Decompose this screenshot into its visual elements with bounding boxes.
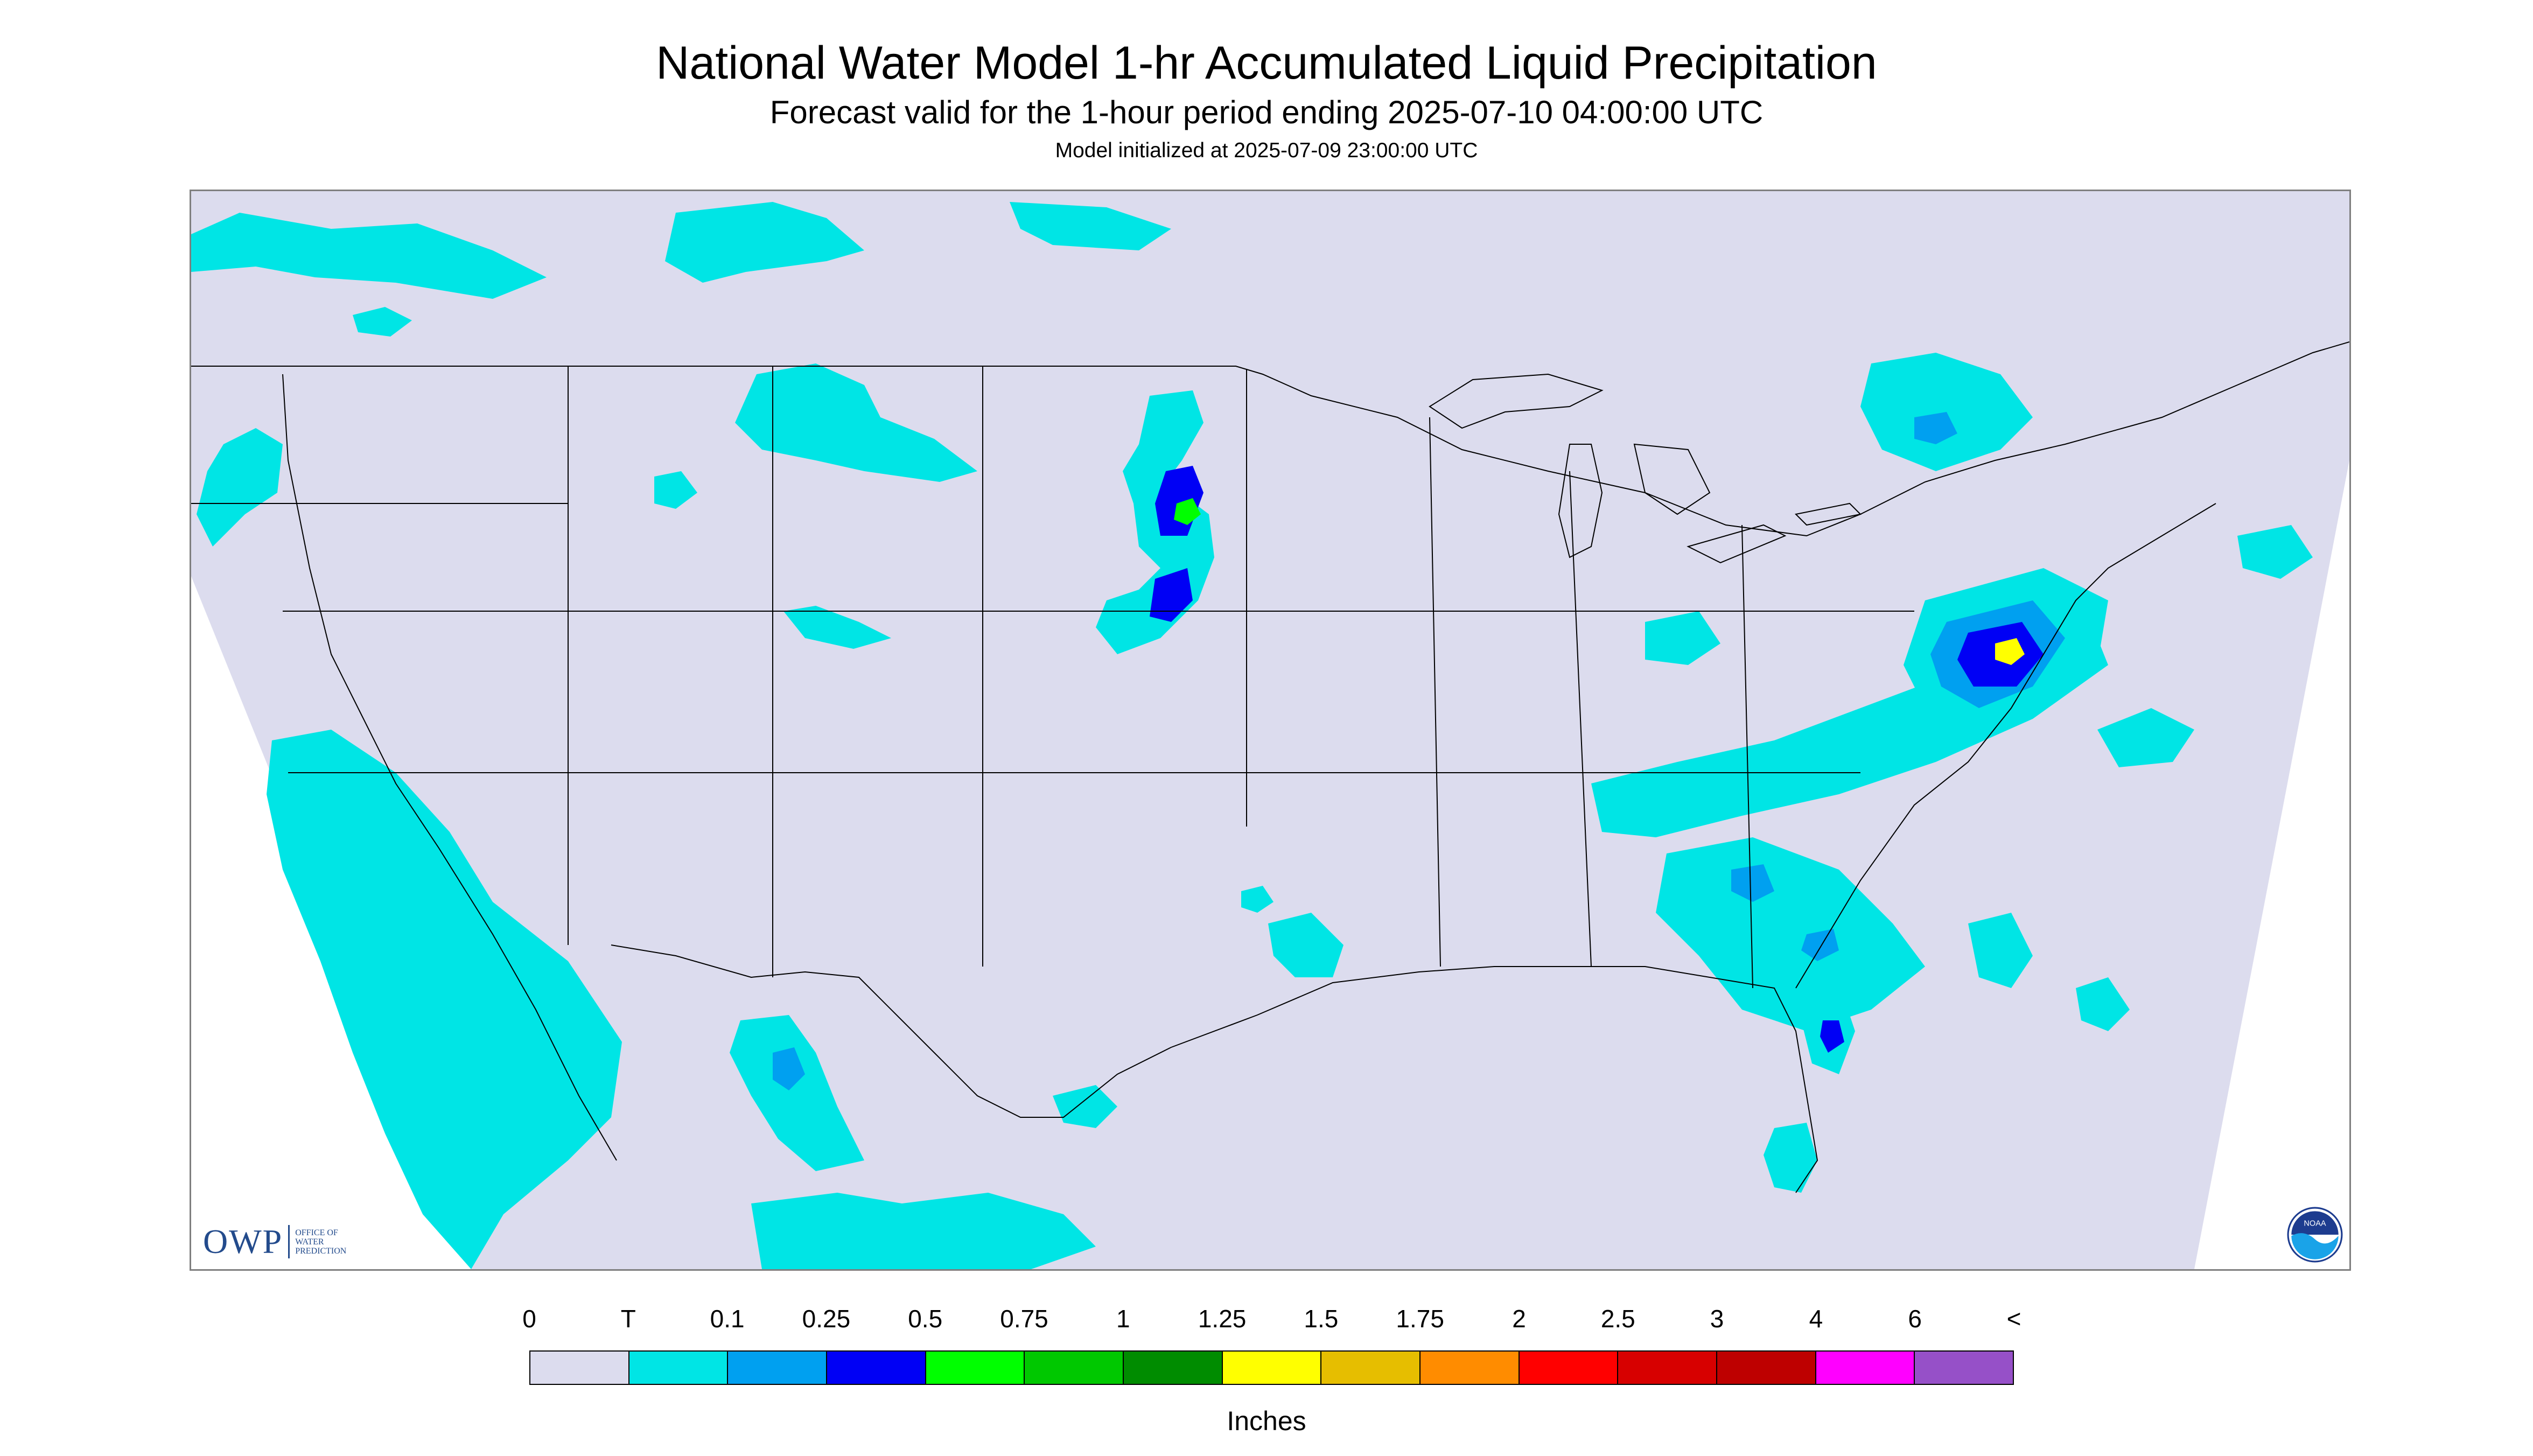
precip-area [730, 1015, 864, 1171]
colorbar-swatch [1025, 1352, 1124, 1384]
precip-area [1174, 498, 1201, 525]
precip-area [1645, 611, 1720, 665]
owp-logo-subtext: OFFICE OF WATER PREDICTION [295, 1228, 346, 1256]
precipitation-map [191, 191, 2349, 1269]
precip-area [2076, 977, 2130, 1031]
noaa-logo-text: NOAA [2304, 1219, 2326, 1228]
noaa-logo-sky [2291, 1211, 2339, 1235]
map-title: National Water Model 1-hr Accumulated Li… [656, 37, 1877, 89]
state-line [1569, 471, 1592, 967]
colorbar-tick-labels: 0 T 0.1 0.25 0.5 0.75 1 1.25 1.5 1.75 2 2.5 3 4 6 < [0, 1304, 2533, 1342]
colorbar-tick-label: 2.5 [1600, 1305, 1635, 1333]
state-line [1429, 417, 1441, 967]
precip-area [773, 1047, 805, 1090]
lake-michigan [1558, 444, 1603, 558]
colorbar-tick-label: 1.75 [1396, 1305, 1444, 1333]
precip-area [783, 606, 891, 649]
lake-erie [1687, 524, 1787, 564]
lake-huron [1633, 443, 1711, 515]
precip-area [735, 363, 977, 482]
us-mexico-border [611, 944, 1172, 1118]
precip-area [654, 471, 697, 509]
owp-logo: OWP OFFICE OF WATER PREDICTION [203, 1222, 346, 1262]
owp-logo-divider [288, 1225, 290, 1258]
noaa-logo-icon: NOAA [2287, 1207, 2343, 1263]
precip-area [1053, 1085, 1117, 1128]
colorbar-tick-label: 1 [1116, 1305, 1130, 1333]
precip-area [2097, 708, 2194, 767]
colorbar-swatch [1124, 1352, 1223, 1384]
forecast-valid-subtitle: Forecast valid for the 1-hour period end… [769, 94, 1764, 130]
precip-area [1968, 913, 2033, 988]
colorbar-swatch [629, 1352, 729, 1384]
colorbar-tick-label: 3 [1710, 1305, 1724, 1333]
owp-logo-text: OWP [203, 1222, 283, 1261]
colorbar-tick-label: 1.5 [1304, 1305, 1339, 1333]
colorbar-tick-label: 4 [1809, 1305, 1823, 1333]
precip-area [2237, 525, 2313, 579]
precip-area [1801, 929, 1839, 961]
colorbar-swatch [1519, 1352, 1619, 1384]
colorbar-tick-label: T [620, 1305, 636, 1333]
precip-area [751, 1193, 1096, 1269]
precip-area [1914, 412, 1957, 444]
precip-area [1656, 837, 1925, 1031]
colorbar-tick-label: 2 [1512, 1305, 1526, 1333]
boundaries-layer [191, 341, 2349, 1193]
precip-area [197, 428, 283, 547]
colorbar [529, 1350, 2014, 1385]
precip-area [353, 307, 412, 337]
precip-area [191, 213, 547, 299]
colorbar-tick-label: 0.75 [1000, 1305, 1048, 1333]
colorbar-tick-label: 6 [1908, 1305, 1922, 1333]
noaa-logo-wave [2291, 1233, 2339, 1259]
colorbar-swatch [1816, 1352, 1915, 1384]
colorbar-tick-label: 0 [522, 1305, 536, 1333]
colorbar-tick-label: 1.25 [1198, 1305, 1247, 1333]
pacific-coast [282, 374, 617, 1161]
colorbar-units-label: Inches [1227, 1406, 1306, 1436]
colorbar-swatch [530, 1352, 629, 1384]
colorbar-swatch [1321, 1352, 1421, 1384]
us-canada-border [191, 341, 2349, 537]
state-line [1741, 524, 1753, 989]
colorbar-tick-label: < [2006, 1305, 2021, 1333]
colorbar-tick-label: 0.1 [710, 1305, 745, 1333]
gulf-coast [1171, 966, 1818, 1193]
colorbar-tick-label: 0.25 [802, 1305, 851, 1333]
precip-area [665, 202, 864, 283]
precip-area [1731, 864, 1774, 902]
owp-line-2: WATER [295, 1237, 324, 1247]
owp-line-1: OFFICE OF [295, 1228, 338, 1237]
lake-superior [1429, 373, 1604, 429]
map-panel: OWP OFFICE OF WATER PREDICTION NOAA [190, 190, 2351, 1271]
colorbar-swatch [728, 1352, 828, 1384]
precip-area [1150, 568, 1193, 622]
precip-layer [191, 202, 2313, 1269]
precip-area [1241, 886, 1274, 913]
colorbar-swatch [1915, 1352, 2013, 1384]
owp-line-3: PREDICTION [295, 1246, 347, 1256]
precip-area [1010, 202, 1171, 250]
precip-area [1268, 913, 1344, 977]
precip-area [267, 730, 622, 1269]
colorbar-swatch [1717, 1352, 1816, 1384]
lake-ontario [1794, 502, 1862, 526]
colorbar-swatch [926, 1352, 1025, 1384]
colorbar-swatch [827, 1352, 926, 1384]
colorbar-tick-label: 0.5 [908, 1305, 943, 1333]
precip-area [1995, 638, 2025, 665]
colorbar-swatch [1222, 1352, 1322, 1384]
colorbar-swatch [1618, 1352, 1718, 1384]
precip-area [1820, 1020, 1844, 1053]
colorbar-swatch [1421, 1352, 1520, 1384]
precip-area [1764, 1123, 1817, 1193]
atlantic-coast [1795, 503, 2216, 989]
model-initialized-line: Model initialized at 2025-07-09 23:00:00… [1055, 139, 1478, 162]
great-lakes [1429, 373, 1862, 564]
